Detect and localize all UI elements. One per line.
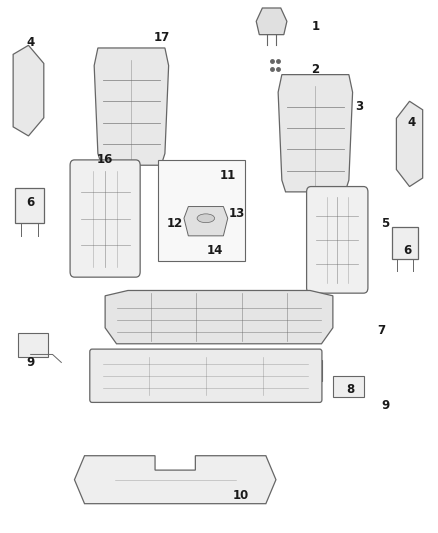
Text: 4: 4 xyxy=(408,116,416,129)
Bar xyxy=(298,360,322,381)
Bar xyxy=(158,160,245,261)
PathPatch shape xyxy=(184,206,228,236)
Text: 10: 10 xyxy=(233,489,249,502)
Text: 5: 5 xyxy=(381,217,389,230)
PathPatch shape xyxy=(74,456,276,504)
Text: 14: 14 xyxy=(206,244,223,257)
Bar xyxy=(392,227,418,259)
Bar xyxy=(18,333,48,357)
PathPatch shape xyxy=(256,8,287,35)
PathPatch shape xyxy=(105,290,333,344)
Text: 1: 1 xyxy=(311,20,319,33)
Text: 9: 9 xyxy=(381,399,389,411)
Text: 2: 2 xyxy=(311,63,319,76)
Text: 16: 16 xyxy=(97,154,113,166)
Text: 4: 4 xyxy=(27,36,35,49)
PathPatch shape xyxy=(13,45,44,136)
PathPatch shape xyxy=(278,75,353,192)
Ellipse shape xyxy=(197,214,215,223)
Bar xyxy=(15,188,44,223)
Text: 8: 8 xyxy=(346,383,354,395)
PathPatch shape xyxy=(94,48,169,165)
Text: 11: 11 xyxy=(219,169,236,182)
Text: 9: 9 xyxy=(27,356,35,369)
Text: 12: 12 xyxy=(167,217,184,230)
Text: 17: 17 xyxy=(154,31,170,44)
Bar xyxy=(333,376,364,397)
Text: 13: 13 xyxy=(228,207,245,220)
PathPatch shape xyxy=(396,101,423,187)
FancyBboxPatch shape xyxy=(70,160,140,277)
FancyBboxPatch shape xyxy=(90,349,322,402)
Text: 3: 3 xyxy=(355,100,363,113)
FancyBboxPatch shape xyxy=(307,187,368,293)
Text: 6: 6 xyxy=(27,196,35,209)
Text: 7: 7 xyxy=(377,324,385,337)
Text: 6: 6 xyxy=(403,244,411,257)
